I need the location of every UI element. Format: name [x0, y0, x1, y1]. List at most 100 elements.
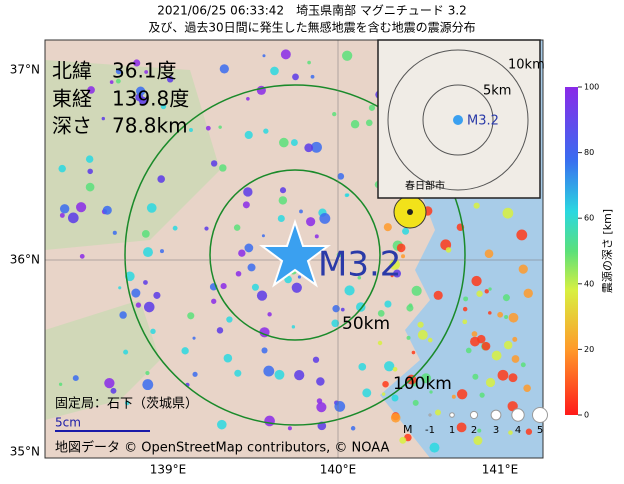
epicenter-dot — [340, 307, 345, 312]
epicenter-dot — [256, 290, 268, 301]
epicenter-dot — [143, 280, 148, 285]
ring-label: 50km — [342, 314, 390, 334]
magnitude-label: M3.2 — [318, 245, 401, 285]
ring-label: 100km — [393, 374, 452, 394]
depth: 深さ 78.8km — [52, 114, 188, 138]
epicenter-dot — [471, 275, 482, 287]
inset-ring — [422, 84, 494, 156]
lat-label: 36°N — [10, 253, 40, 267]
epicenter-dot — [244, 130, 253, 140]
epicenter-dot — [362, 388, 372, 398]
epicenter-dot — [525, 428, 533, 435]
epicenter-dot — [205, 125, 211, 131]
epicenter-dot — [247, 263, 256, 272]
epicenter-dot — [104, 377, 115, 389]
epicenter-dot — [463, 296, 469, 302]
epicenter-dot — [220, 282, 227, 290]
epicenter-dot — [472, 373, 479, 380]
epicenter-dot — [312, 356, 320, 363]
epicenter-dot — [384, 361, 395, 372]
epicenter-dot — [402, 227, 410, 235]
inset-map: 10km 5km M3.2 春日部市 — [377, 39, 545, 199]
epicenter-dot — [396, 243, 406, 253]
epicenter-dot — [412, 399, 419, 406]
inset-place: 春日部市 — [405, 179, 445, 192]
inset-ring-label: 10km — [508, 58, 545, 73]
epicenter-dot — [246, 96, 250, 101]
epicenter-dot — [350, 119, 360, 129]
epicenter-dot — [146, 203, 157, 213]
epicenter-dot — [310, 141, 322, 153]
epicenter-star — [259, 218, 331, 288]
colorbar-tick-label: 100 — [584, 83, 599, 92]
epicenter-dot — [381, 392, 386, 396]
longitude: 東経 139.8度 — [52, 87, 189, 111]
epicenter-dot — [251, 283, 259, 291]
epicenter-dot — [445, 247, 452, 253]
attribution: 地図データ © OpenStreetMap contributors, © NO… — [55, 440, 389, 456]
epicenter-dot — [377, 340, 383, 346]
inset-ring — [387, 49, 529, 191]
epicenter-dot — [358, 362, 367, 371]
legend-level: -1 — [425, 425, 435, 436]
epicenter-dot — [389, 259, 400, 270]
legend-level: 1 — [449, 425, 455, 436]
epicenter-dot — [291, 325, 296, 329]
epicenter-dot — [138, 96, 148, 106]
epicenter-dot — [417, 321, 424, 328]
epicenter-dot — [166, 76, 174, 83]
epicenter-dot — [261, 347, 268, 354]
epicenter-dot — [110, 387, 117, 394]
epicenter-dot — [262, 54, 266, 58]
epicenter-dot — [270, 66, 279, 76]
epicenter-dot — [143, 247, 153, 258]
legend-dot — [511, 408, 525, 422]
epicenter-dot — [504, 314, 509, 320]
epicenter-dot — [511, 355, 520, 363]
epicenter-dot — [337, 173, 345, 180]
epicenter-dot — [342, 50, 353, 61]
epicenter-dot — [59, 212, 65, 218]
legend-dot — [469, 410, 479, 420]
epicenter-dot — [187, 312, 195, 320]
epicenter-dot — [101, 116, 105, 121]
epicenter-dot — [471, 331, 478, 337]
epicenter-dot — [274, 369, 285, 380]
epicenter-dot — [160, 103, 167, 110]
legend-level: 5 — [537, 425, 543, 436]
epicenter-dot — [331, 319, 340, 328]
colorbar — [565, 87, 578, 415]
lon-label: 141°E — [482, 463, 519, 477]
epicenter-dot — [192, 371, 198, 377]
epicenter-dot — [188, 128, 193, 133]
epicenter-dot — [133, 59, 141, 67]
map-frame — [44, 39, 544, 459]
epicenter-dot — [344, 285, 355, 296]
colorbar-tick-label: 80 — [584, 148, 594, 157]
epicenter-dot — [263, 365, 275, 377]
epicenter-dot — [267, 312, 272, 317]
epicenter-dot — [157, 175, 165, 183]
epicenter-dot — [520, 362, 526, 368]
epicenter-dot — [112, 230, 117, 235]
epicenter-dot — [401, 254, 406, 259]
epicenter-dot — [59, 204, 70, 214]
legend-title: M — [403, 423, 413, 436]
colorbar-tick-label: 0 — [584, 411, 589, 420]
legend-level: 2 — [471, 425, 477, 436]
epicenter-dot — [484, 249, 494, 259]
epicenter-dot — [477, 428, 482, 433]
epicenter-dot — [502, 207, 514, 219]
epicenter-dot — [332, 111, 337, 117]
epicenter-dot — [181, 347, 189, 355]
epicenter-dot — [211, 298, 217, 304]
epicenter-dot — [456, 422, 467, 433]
epicenter-dot — [507, 401, 518, 412]
epicenter-dot — [172, 225, 178, 231]
nuclear-icon — [407, 209, 413, 215]
inset-ring-label: 5km — [483, 84, 511, 99]
epicenter-dot — [119, 311, 127, 319]
colorbar-tick-label: 20 — [584, 345, 594, 354]
epicenter-dot — [392, 366, 398, 372]
epicenter-dot — [294, 370, 305, 381]
